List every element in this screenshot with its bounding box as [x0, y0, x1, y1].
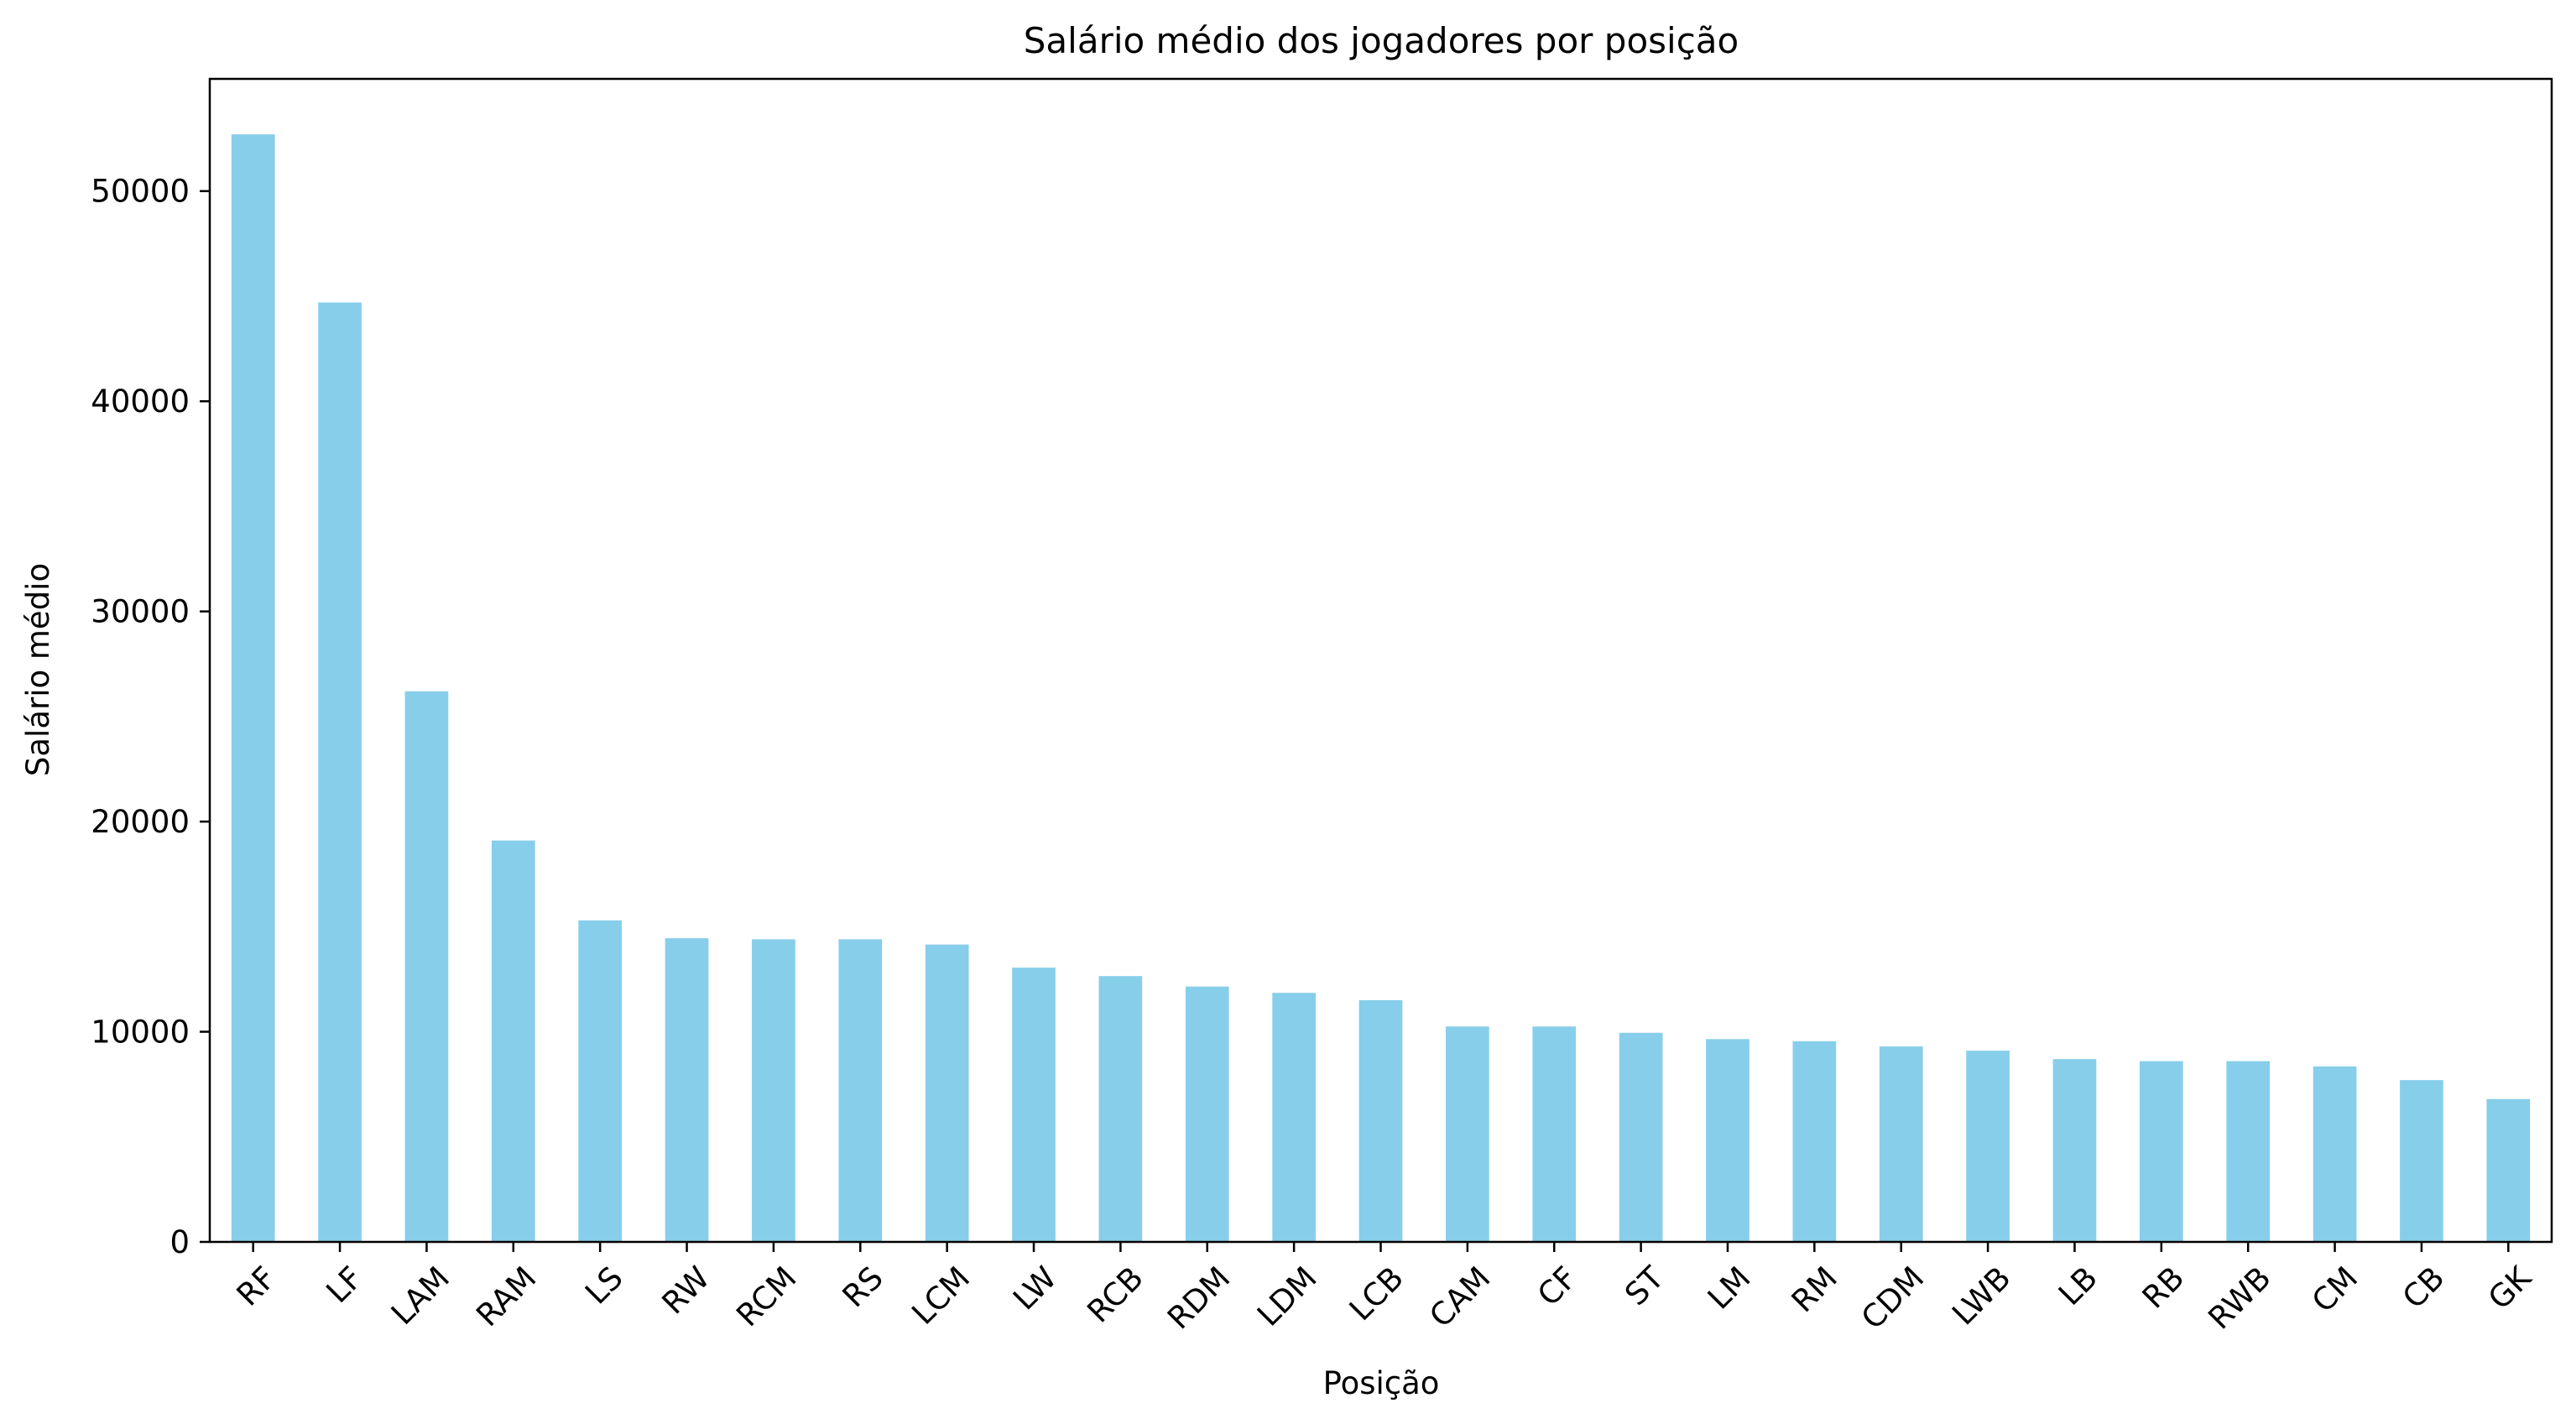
- bar-lcm: [925, 944, 969, 1242]
- bar-lf: [318, 302, 362, 1243]
- x-axis-label: Posição: [1323, 1365, 1440, 1401]
- bar-rwb: [2226, 1061, 2271, 1242]
- bar-cam: [1446, 1026, 1489, 1242]
- bar-st: [1619, 1032, 1663, 1242]
- chart-title: Salário médio dos jogadores por posição: [1024, 20, 1739, 61]
- bar-ls: [578, 920, 623, 1242]
- bar-rcm: [752, 939, 795, 1242]
- bar-ram: [491, 840, 535, 1242]
- bar-gk: [2486, 1098, 2531, 1242]
- bar-cm: [2313, 1066, 2357, 1242]
- y-tick-label: 10000: [91, 1015, 190, 1051]
- y-tick-label: 30000: [91, 594, 190, 630]
- plot-frame: [208, 77, 2553, 1244]
- y-axis-ticks: 0 10000 20000 30000 40000 50000: [91, 174, 210, 1260]
- bar-rb: [2139, 1061, 2183, 1242]
- bar-series: [231, 134, 2531, 1243]
- bar-rw: [665, 938, 709, 1242]
- bar-lb: [2052, 1059, 2097, 1242]
- bar-ldm: [1272, 993, 1316, 1242]
- bar-rm: [1792, 1041, 1837, 1242]
- bar-lm: [1706, 1039, 1749, 1242]
- bar-lwb: [1966, 1051, 2010, 1242]
- bar-lcb: [1358, 999, 1403, 1242]
- bar-rdm: [1185, 986, 1229, 1242]
- y-tick-label: 40000: [91, 383, 190, 420]
- y-tick-label: 0: [169, 1224, 190, 1260]
- bar-cb: [2400, 1080, 2443, 1242]
- y-tick-label: 50000: [91, 174, 190, 210]
- y-axis-label: Salário médio: [20, 563, 56, 776]
- y-tick-label: 20000: [91, 804, 190, 840]
- bar-cdm: [1879, 1046, 1923, 1242]
- bar-cf: [1532, 1026, 1577, 1242]
- bar-lam: [404, 691, 449, 1242]
- bar-rs: [838, 939, 883, 1242]
- bar-rf: [231, 134, 275, 1242]
- bar-rcb: [1098, 976, 1143, 1242]
- bar-lw: [1012, 968, 1056, 1242]
